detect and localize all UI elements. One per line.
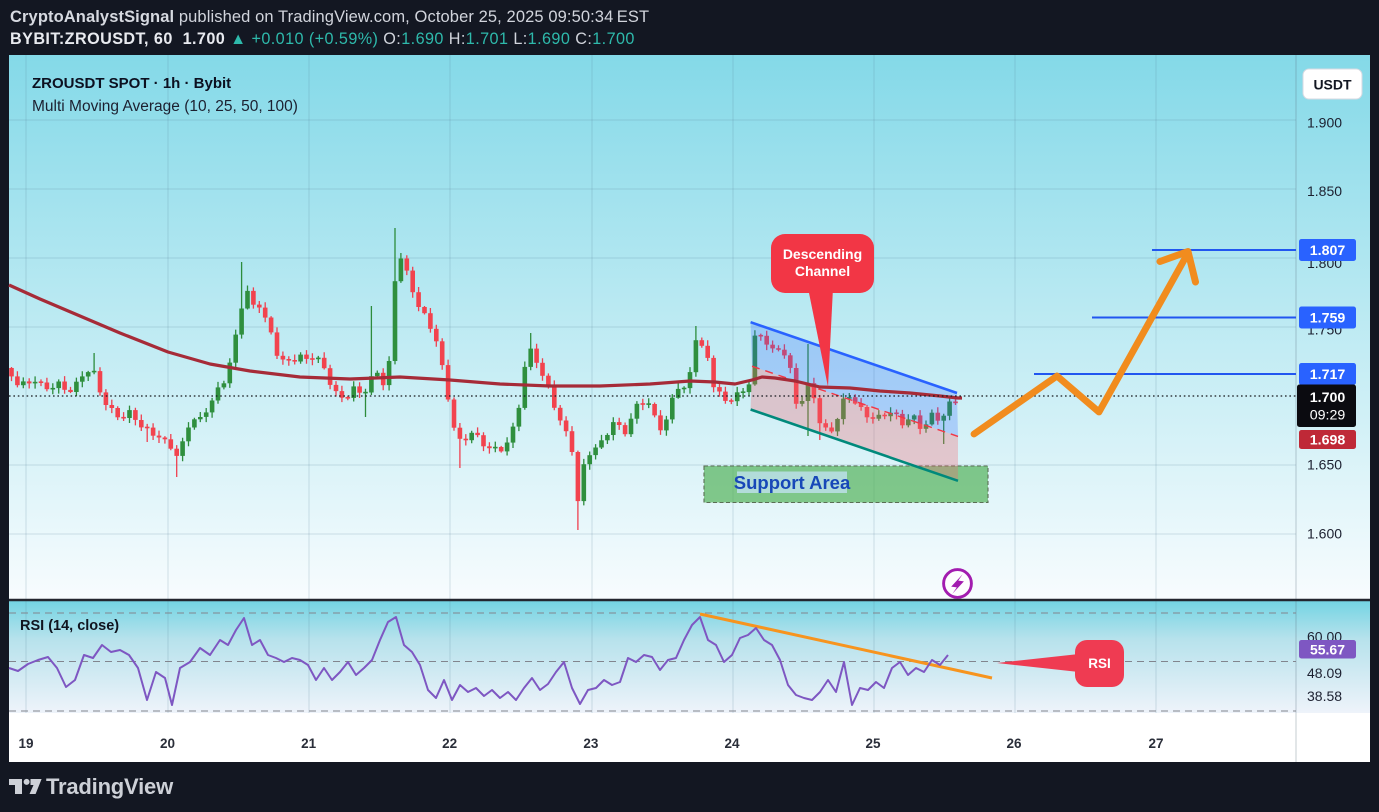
svg-text:Channel: Channel: [795, 263, 850, 279]
svg-text:1.698: 1.698: [1310, 432, 1346, 448]
svg-text:1.759: 1.759: [1310, 310, 1346, 326]
svg-text:38.58: 38.58: [1307, 688, 1342, 704]
svg-text:Support Area: Support Area: [734, 472, 851, 493]
svg-text:Multi Moving Average (10, 25,: Multi Moving Average (10, 25, 50, 100): [32, 98, 298, 115]
svg-text:23: 23: [583, 736, 599, 751]
svg-text:RSI (14, close): RSI (14, close): [20, 618, 119, 634]
svg-text:1.900: 1.900: [1307, 114, 1342, 130]
svg-text:Descending: Descending: [783, 246, 862, 262]
svg-text:USDT: USDT: [1313, 77, 1352, 93]
svg-text:1.700: 1.700: [1310, 390, 1346, 406]
svg-text:19: 19: [18, 736, 33, 751]
svg-text:TradingView: TradingView: [46, 774, 174, 799]
svg-text:1.717: 1.717: [1310, 367, 1346, 383]
svg-text:1.850: 1.850: [1307, 183, 1342, 199]
svg-text:1.807: 1.807: [1310, 243, 1346, 259]
svg-text:48.09: 48.09: [1307, 665, 1342, 681]
svg-text:1.600: 1.600: [1307, 525, 1342, 541]
svg-text:ZROUSDT SPOT · 1h · Bybit: ZROUSDT SPOT · 1h · Bybit: [32, 75, 231, 92]
svg-text:26: 26: [1006, 736, 1022, 751]
svg-text:22: 22: [442, 736, 457, 751]
svg-text:RSI: RSI: [1088, 656, 1111, 671]
svg-text:09:29: 09:29: [1310, 408, 1346, 424]
svg-text:55.67: 55.67: [1310, 641, 1345, 657]
svg-text:1.650: 1.650: [1307, 457, 1342, 473]
svg-text:24: 24: [724, 736, 740, 751]
svg-text:27: 27: [1148, 736, 1163, 751]
svg-text:25: 25: [865, 736, 881, 751]
svg-text:20: 20: [160, 736, 175, 751]
svg-text:21: 21: [301, 736, 317, 751]
